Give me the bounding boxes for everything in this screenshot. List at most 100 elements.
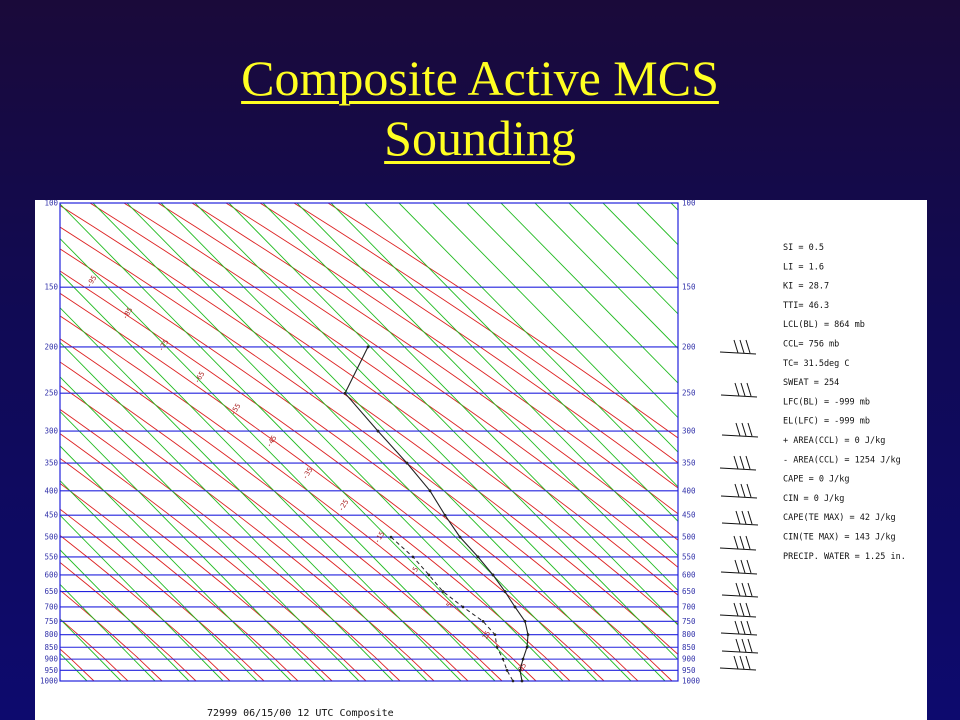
pressure-label: 450 [44, 511, 58, 520]
pressure-label: 850 [44, 643, 58, 652]
pressure-label: 1000 [682, 677, 701, 686]
pressure-label: 100 [682, 200, 696, 208]
dewpoint-point [505, 669, 509, 672]
temperature-point [476, 555, 480, 559]
pressure-label: 950 [682, 666, 696, 675]
dewpoint-point [511, 679, 515, 683]
dry-adiabat-line [157, 203, 678, 568]
temperature-point [376, 429, 380, 433]
pressure-label: 550 [44, 552, 58, 561]
dry-adiabat-line [60, 205, 678, 656]
skewt-diagram: 100 150 200 250 300 350 400 450 500 550 600 650 700 7… [40, 200, 906, 719]
dry-adiabat-line [60, 338, 503, 682]
temperature-point [523, 619, 527, 623]
pressure-label: 850 [682, 643, 696, 652]
isotherm-line [160, 203, 632, 682]
temperature-label: 5 [445, 601, 454, 609]
isotherm-line [60, 410, 326, 682]
isotherm-line [568, 203, 678, 315]
temperature-point [405, 461, 409, 465]
pressure-label: 150 [682, 283, 696, 292]
pressure-label: 350 [44, 459, 58, 468]
pressure-label: 200 [44, 342, 58, 351]
wind-barbs [719, 339, 759, 671]
isotherms [60, 203, 678, 682]
slide-title: Composite Active MCS Sounding [0, 48, 960, 168]
isotherm-line [194, 203, 666, 682]
index-line: - AREA(CCL) = 1254 J/kg [783, 455, 901, 465]
dewpoint-point [411, 555, 415, 559]
pressure-label: 400 [44, 486, 58, 495]
index-line: CIN = 0 J/kg [783, 494, 844, 504]
index-line: TTI= 46.3 [783, 301, 829, 311]
dewpoint-point [481, 619, 485, 623]
pressure-label: 800 [44, 630, 58, 639]
isotherm-line [60, 203, 530, 682]
pressure-label: 650 [44, 587, 58, 596]
pressure-label: 600 [44, 570, 58, 579]
dry-adiabat-line [225, 203, 678, 515]
pressure-labels-right: 100 150 200 250 300 350 400 450 500 550 600 650 700 7… [682, 200, 701, 686]
dry-adiabat-line [89, 203, 678, 625]
temperature-label: 15 [481, 630, 492, 641]
pressure-label: 250 [44, 389, 58, 398]
dry-adiabats [60, 203, 678, 682]
pressure-label: 300 [682, 427, 696, 436]
dry-adiabat-line [60, 292, 571, 682]
wind-barb [719, 655, 757, 671]
title-line-2: Sounding [384, 110, 576, 166]
dry-adiabat-line [60, 457, 333, 682]
wind-barb [720, 382, 758, 398]
temperature-label: 25 [517, 662, 528, 673]
dewpoint-point [461, 605, 465, 609]
wind-barb [719, 602, 757, 618]
isotherm-line [60, 307, 428, 682]
sounding-profiles [343, 345, 530, 683]
dry-adiabat-line [60, 315, 537, 682]
index-line: SWEAT = 254 [783, 378, 839, 388]
index-line: LI = 1.6 [783, 262, 824, 272]
temperature-point [428, 489, 432, 493]
isotherm-line [60, 549, 190, 682]
pressure-label: 900 [44, 655, 58, 664]
pressure-label: 750 [682, 617, 696, 626]
wind-barb [719, 535, 757, 551]
isotherm-line [398, 203, 678, 488]
dry-adiabat-line [60, 248, 639, 682]
index-line: CAPE = 0 J/kg [783, 475, 850, 485]
isotherm-line [60, 237, 496, 682]
dewpoint-point [493, 633, 497, 636]
pressure-label: 200 [682, 342, 696, 351]
index-line: CCL= 756 mb [783, 340, 839, 350]
dry-adiabat-line [293, 203, 678, 464]
wind-barb [720, 620, 758, 636]
isotherm-line [60, 514, 224, 682]
pressure-labels-left: 100 150 200 250 300 350 400 450 500 550 600 650 700 7… [40, 200, 59, 686]
pressure-label: 350 [682, 459, 696, 468]
pressure-label: 650 [682, 587, 696, 596]
dry-adiabat-line [60, 433, 367, 682]
isotherm-line [60, 583, 156, 682]
dry-adiabat-line [123, 203, 678, 596]
wind-barb [719, 455, 757, 471]
skewt-diagram-panel: 100 150 200 250 300 350 400 450 500 550 600 650 700 7… [35, 200, 927, 720]
index-line: SI = 0.5 [783, 243, 824, 253]
pressure-label: 1000 [40, 677, 59, 686]
isotherm-line [330, 203, 678, 557]
dewpoint-profile [390, 536, 514, 682]
dry-adiabat-line [60, 408, 401, 682]
temperature-point [503, 590, 507, 593]
index-line: CIN(TE MAX) = 143 J/kg [783, 533, 896, 543]
pressure-label: 150 [44, 283, 58, 292]
isotherm-line [432, 203, 678, 453]
dewpoint-point [501, 657, 505, 661]
temperature-point [458, 535, 462, 539]
isotherm-line [228, 203, 678, 661]
pressure-label: 700 [682, 602, 696, 611]
index-line: LCL(BL) = 864 mb [783, 320, 865, 330]
pressure-label: 800 [682, 630, 696, 639]
index-line: KI = 28.7 [783, 282, 829, 292]
pressure-label: 900 [682, 655, 696, 664]
dry-adiabat-line [60, 589, 163, 682]
pressure-label: 400 [682, 486, 696, 495]
